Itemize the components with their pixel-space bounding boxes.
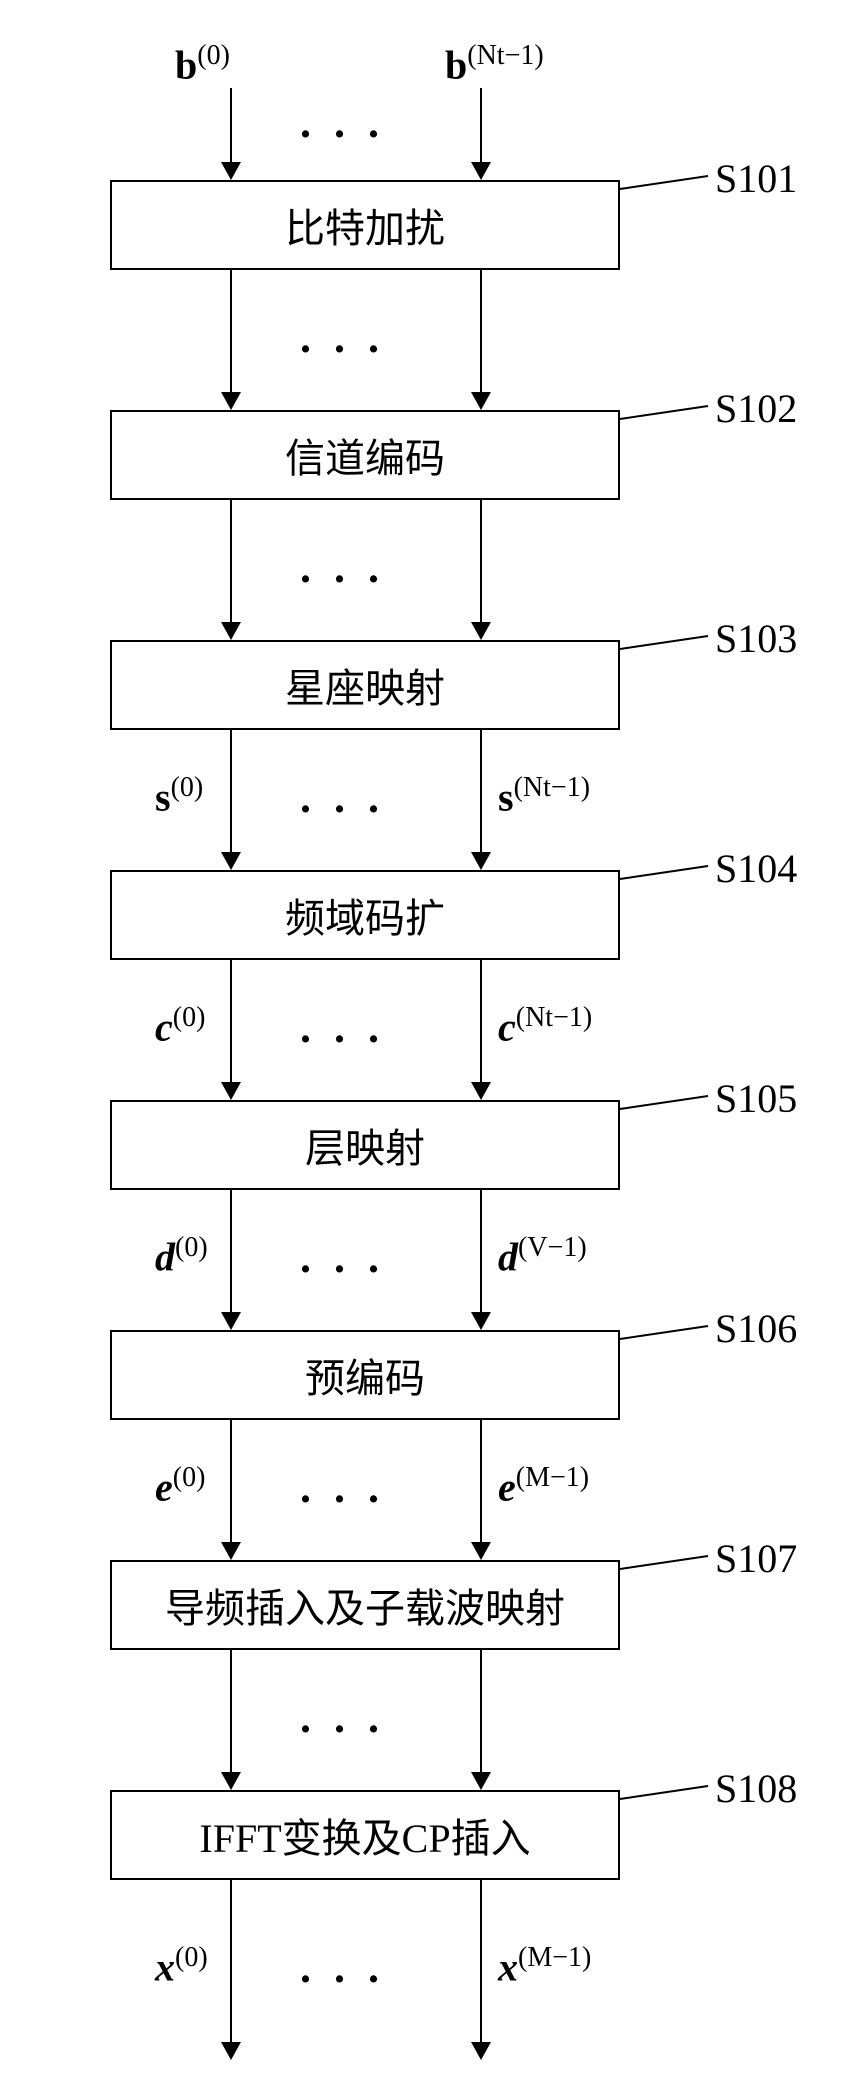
step-label-s108: S108 xyxy=(715,1765,797,1812)
block-s106: 预编码 xyxy=(110,1330,620,1420)
block-s105: 层映射 xyxy=(110,1100,620,1190)
step-label-s101: S101 xyxy=(715,155,797,202)
block-s103: 星座映射 xyxy=(110,640,620,730)
step-label-s105: S105 xyxy=(715,1075,797,1122)
block-label: 导频插入及子载波映射 xyxy=(165,1576,565,1634)
block-s104: 频域码扩 xyxy=(110,870,620,960)
block-s107: 导频插入及子载波映射 xyxy=(110,1560,620,1650)
step-label-s107: S107 xyxy=(715,1535,797,1582)
block-label: IFFT变换及CP插入 xyxy=(199,1806,530,1864)
block-s102: 信道编码 xyxy=(110,410,620,500)
step-label-s103: S103 xyxy=(715,615,797,662)
block-label: 星座映射 xyxy=(285,656,445,714)
block-label: 比特加扰 xyxy=(285,196,445,254)
block-s108: IFFT变换及CP插入 xyxy=(110,1790,620,1880)
block-label: 频域码扩 xyxy=(285,886,445,944)
block-label: 层映射 xyxy=(305,1116,425,1174)
block-label: 预编码 xyxy=(305,1346,425,1404)
block-label: 信道编码 xyxy=(285,426,445,484)
step-label-s104: S104 xyxy=(715,845,797,892)
step-label-s106: S106 xyxy=(715,1305,797,1352)
step-label-s102: S102 xyxy=(715,385,797,432)
block-s101: 比特加扰 xyxy=(110,180,620,270)
